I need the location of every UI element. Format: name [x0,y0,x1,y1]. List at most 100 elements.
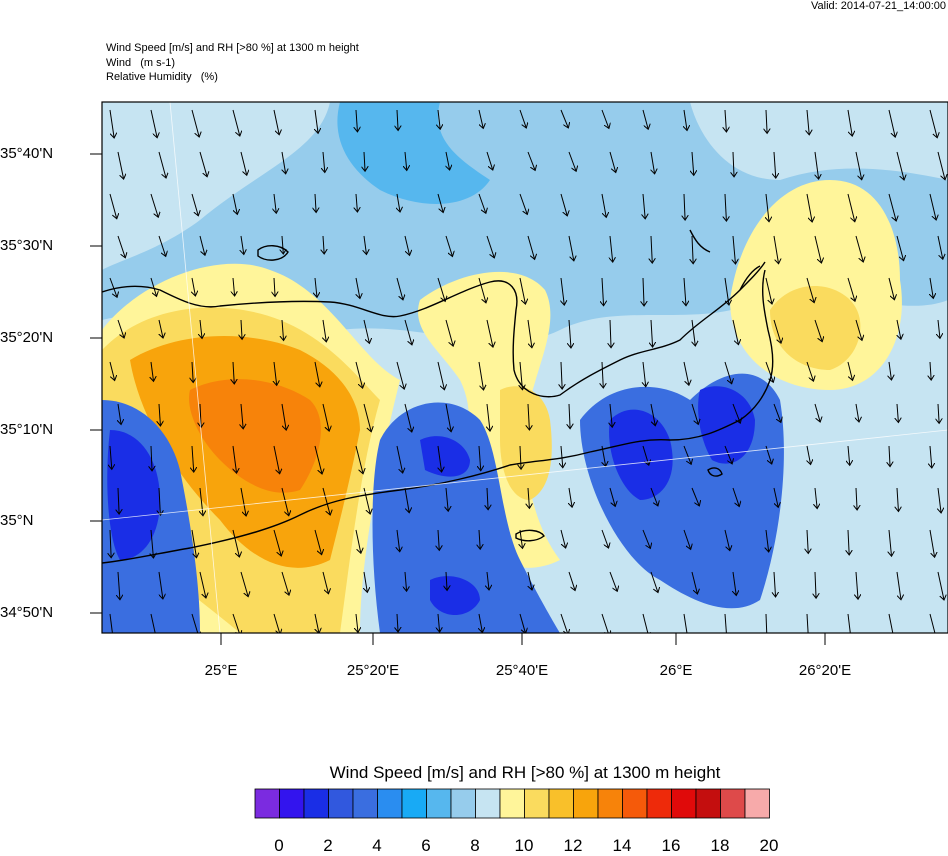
wind-arrow [814,235,821,262]
wind-arrow [232,193,237,213]
lat-label-35-30: 35°30'N [0,237,54,254]
lat-lon-grid [102,102,948,633]
wind-arrow [314,361,320,386]
wind-arrow [405,571,407,590]
wind-arrow [282,151,286,173]
wind-arrow [896,571,901,599]
wind-arrow [896,235,903,260]
wind-speed-fill-regions [102,102,948,633]
colorbar-swatch [475,788,501,819]
wind-arrow [109,277,117,296]
wind-arrow [691,487,699,505]
wind-arrow [937,151,945,179]
lon-label-26: 26°E [659,662,693,679]
wind-arrow [446,487,448,510]
wind-arrow [364,151,365,170]
wind-arrow [479,529,480,548]
wind-arrow [847,109,852,135]
wind-arrow [683,361,689,384]
wind-arrow [117,319,124,337]
lat-label-35-20: 35°20'N [0,329,54,346]
island-dia [257,245,289,261]
fill-region-cyan-north [337,102,490,204]
wind-arrow [356,613,358,631]
header-line-field: Wind Speed [m/s] and RH [>80 %] at 1300 … [106,42,359,54]
wind-arrow [273,613,280,633]
wind-arrow [806,277,814,302]
wind-arrow [889,529,891,555]
wind-arrow [232,529,239,556]
wind-arrow [191,529,196,557]
valid-time-label: Valid: 2014-07-21_14:00:00 [811,0,946,12]
wind-arrow [896,151,904,179]
wind-arrow [897,487,898,511]
crete-north-coast [102,261,766,398]
wind-arrow [404,235,409,254]
wind-arrow [438,529,439,549]
wind-arrow [240,151,247,174]
wind-arrow [478,361,483,389]
crete-east-cape [689,229,761,291]
colorbar [254,788,770,819]
colorbar-swatch [646,788,672,819]
colorbar-swatch [720,788,746,819]
wind-arrow [683,529,690,548]
colorbar-tick-label: 0 [274,836,284,855]
map-frame [101,101,948,634]
header-line-rh: Relative Humidity (%) [106,71,218,83]
wind-arrow [651,319,653,346]
wind-arrow [273,529,281,555]
wind-arrow [158,235,165,255]
wind-arrow [683,445,691,463]
wind-arrow [733,571,736,595]
wind-arrow [765,613,768,633]
wind-arrow [610,319,611,347]
wind-arrow [856,487,857,509]
wind-arrow [609,571,617,590]
wind-arrow [856,403,859,421]
wind-arrow [938,487,941,512]
wind-arrow [561,445,563,467]
wind-arrow [897,319,901,338]
wind-arrow [274,193,276,212]
wind-arrow [118,403,121,424]
colorbar-swatch [597,788,623,819]
wind-arrow [650,487,658,505]
colorbar-swatch [279,788,305,819]
wind-arrow [888,193,896,220]
wind-arrow [733,235,735,263]
wind-arrow [241,403,243,428]
wind-arrow [930,277,933,297]
wind-arrow [814,319,822,341]
wind-arrow [364,571,367,591]
colorbar-tick-label: 4 [372,836,382,855]
wind-arrow [601,529,608,547]
wind-arrow [437,193,443,212]
wind-arrow [487,571,489,589]
wind-arrow [929,109,937,137]
wind-arrow [806,361,813,380]
wind-arrow [724,361,731,383]
wind-arrow [692,235,693,263]
wind-arrow [528,403,529,429]
wind-arrow [684,277,686,305]
wind-arrow [848,445,850,464]
wind-arrow [192,277,195,295]
wind-arrow [151,529,153,557]
wind-arrow [642,445,649,464]
wind-arrow [232,109,240,135]
wind-arrow [445,235,452,256]
wind-arrow [651,235,652,262]
wind-arrow [814,403,820,421]
wind-arrow [397,193,400,211]
lat-label-35-10: 35°10'N [0,421,54,438]
colorbar-tick-label: 2 [323,836,333,855]
wind-arrow [110,529,111,557]
wind-arrow [847,277,855,300]
fill-region-gold-central [500,386,552,500]
wind-arrow [692,151,694,174]
colorbar-tick-label: 14 [612,836,632,855]
wind-arrow [725,193,726,220]
wind-arrow [561,277,564,304]
wind-arrow [766,193,769,221]
